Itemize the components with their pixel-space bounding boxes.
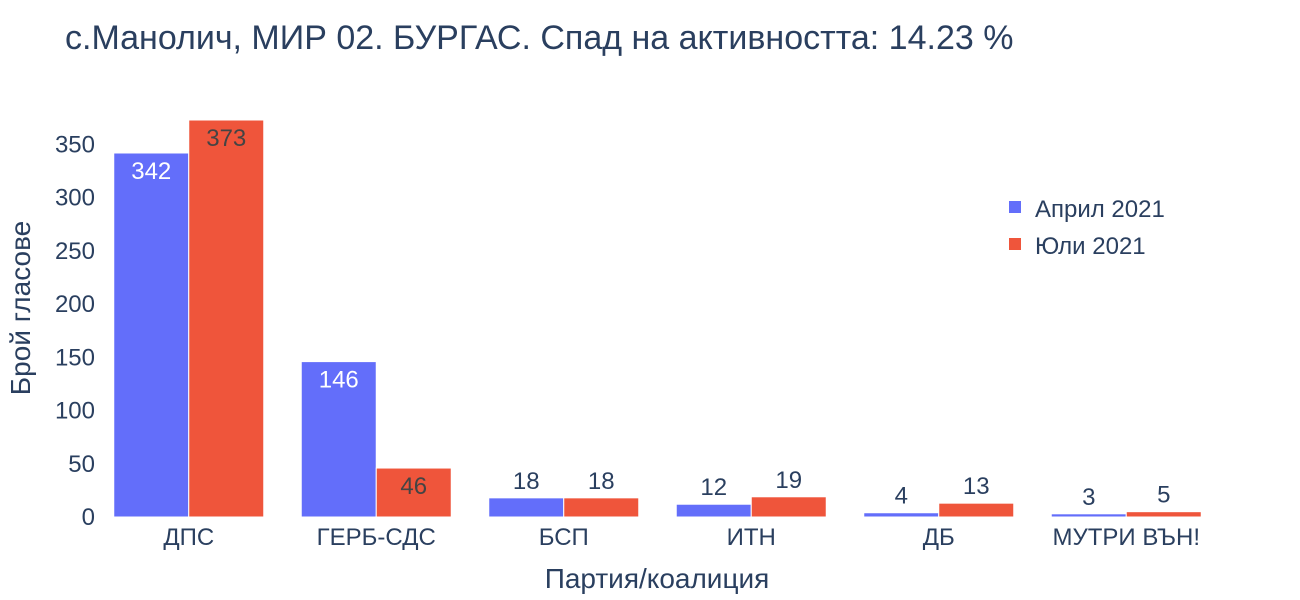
y-tick-label: 100 xyxy=(55,398,95,425)
bar-value-label: 342 xyxy=(131,158,171,185)
bar-value-label: 12 xyxy=(700,474,727,501)
legend-item-label[interactable]: Април 2021 xyxy=(1035,196,1165,223)
x-tick-label: БСП xyxy=(539,524,589,551)
x-tick-label: ИТН xyxy=(727,524,776,551)
bar-value-label: 18 xyxy=(513,468,540,495)
bar[interactable] xyxy=(1050,513,1127,518)
bar[interactable] xyxy=(938,502,1015,518)
bar-value-label: 13 xyxy=(963,473,990,500)
y-tick-label: 0 xyxy=(82,504,95,531)
bar[interactable] xyxy=(488,497,565,518)
bar[interactable] xyxy=(675,503,752,518)
x-tick-label: МУТРИ ВЪН! xyxy=(1053,524,1200,551)
x-tick-label: ДПС xyxy=(163,524,214,551)
bars xyxy=(113,119,1202,518)
y-axis-ticks: 0 50 100 150 200 250 300 350 xyxy=(55,131,95,531)
legend-swatch xyxy=(1009,201,1021,213)
y-tick-label: 300 xyxy=(55,185,95,212)
legend-item-label[interactable]: Юли 2021 xyxy=(1035,233,1146,260)
bar-value-label: 3 xyxy=(1082,484,1095,511)
legend-swatch xyxy=(1009,238,1021,250)
y-axis-title: Брой гласове xyxy=(5,221,36,395)
x-axis-ticks: ДПС ГЕРБ-СДС БСП ИТН ДБ МУТРИ ВЪН! xyxy=(163,524,1200,551)
bar-value-label: 19 xyxy=(775,467,802,494)
bar[interactable] xyxy=(1125,511,1202,518)
y-tick-label: 200 xyxy=(55,291,95,318)
x-axis-title: Партия/коалиция xyxy=(545,563,770,594)
bar[interactable] xyxy=(300,361,377,518)
bar[interactable] xyxy=(863,512,940,518)
bar-value-label: 5 xyxy=(1157,482,1170,509)
y-tick-label: 150 xyxy=(55,344,95,371)
y-tick-label: 350 xyxy=(55,131,95,158)
bar-labels: 342 146 18 12 4 3 373 46 18 19 13 5 xyxy=(131,125,1170,511)
legend[interactable]: Април 2021 Юли 2021 xyxy=(1009,196,1165,260)
bar[interactable] xyxy=(113,152,190,518)
x-tick-label: ГЕРБ-СДС xyxy=(317,524,436,551)
x-tick-label: ДБ xyxy=(923,524,955,551)
bar[interactable] xyxy=(188,119,265,518)
bar-value-label: 4 xyxy=(895,483,908,510)
bar-value-label: 373 xyxy=(206,125,246,152)
bar[interactable] xyxy=(375,467,452,518)
bar[interactable] xyxy=(750,496,827,518)
bar[interactable] xyxy=(563,497,640,518)
y-tick-label: 250 xyxy=(55,238,95,265)
y-tick-label: 50 xyxy=(68,451,95,478)
bar-value-label: 46 xyxy=(400,473,427,500)
chart-title: с.Манолич, МИР 02. БУРГАС. Спад на актив… xyxy=(65,19,1013,57)
bar-value-label: 146 xyxy=(319,367,359,394)
bar-value-label: 18 xyxy=(588,468,615,495)
